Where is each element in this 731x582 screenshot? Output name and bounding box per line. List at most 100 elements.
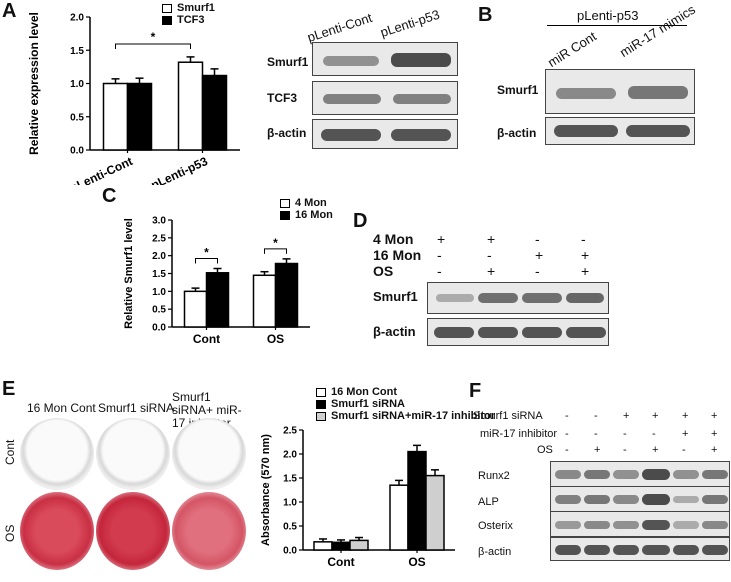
- f-sign: -: [594, 428, 598, 440]
- f-row-label-inhibitor: miR-17 inhibitor: [480, 428, 558, 440]
- f-sign: -: [565, 444, 569, 456]
- legend-e-sirna-swatch: [316, 400, 326, 409]
- x-tick-label: pLenti-Cont: [68, 154, 135, 185]
- e-row-label-os: OS: [3, 524, 17, 542]
- significance-star: *: [273, 236, 278, 250]
- blot-f-runx2: [550, 461, 730, 487]
- blot-b-group-line: [547, 25, 687, 26]
- bar: [177, 61, 204, 151]
- panel-label-b: B: [478, 4, 493, 26]
- bar: [183, 290, 208, 328]
- blot-b-group: pLenti-p53: [577, 8, 639, 23]
- f-sign: +: [711, 428, 718, 440]
- legend-c-4mon-swatch: [280, 199, 290, 208]
- significance-star: *: [204, 246, 209, 260]
- f-sign: +: [652, 444, 659, 456]
- f-sign: +: [682, 428, 689, 440]
- blot-d-row-actin: β-actin: [373, 324, 416, 339]
- dish-os-combo: [172, 492, 246, 570]
- e-row-label-cont: Cont: [3, 439, 17, 465]
- legend-a-tcf3-swatch: [162, 16, 172, 25]
- f-sign: +: [711, 444, 718, 456]
- blot-f-row-alp: ALP: [478, 496, 499, 508]
- f-sign: +: [594, 444, 601, 456]
- legend-e-sirna: Smurf1 siRNA: [331, 398, 405, 410]
- y-tick-label: 0.0: [70, 146, 84, 157]
- y-tick-label: 0.5: [283, 522, 297, 533]
- y-tick-label: 0.0: [152, 323, 166, 334]
- y-tick-label: 0.5: [152, 305, 166, 316]
- blot-a-row-actin: β-actin: [267, 126, 307, 140]
- legend-e-cont: 16 Mon Cont: [331, 386, 397, 398]
- blot-d-row-smurf1: Smurf1: [373, 289, 418, 304]
- bar: [126, 82, 153, 151]
- f-sign: -: [594, 410, 598, 422]
- significance-bracket: [264, 248, 287, 254]
- panel-label-d: D: [353, 210, 368, 232]
- d-sign: +: [437, 231, 446, 247]
- bar: [331, 541, 351, 551]
- legend-a-smurf1-swatch: [162, 4, 172, 13]
- y-tick-label: 1.5: [152, 269, 166, 280]
- x-tick-label: OS: [267, 332, 284, 346]
- f-sign: -: [682, 444, 686, 456]
- d-sign: -: [437, 263, 442, 279]
- f-sign: -: [652, 428, 656, 440]
- y-axis-label: Absorbance (570 nm): [260, 434, 272, 546]
- d-sign: -: [535, 231, 540, 247]
- d-sign: +: [535, 247, 544, 263]
- bar: [102, 82, 129, 151]
- legend-c-16mon: 16 Mon: [295, 209, 333, 221]
- blot-f-alp: [550, 486, 730, 512]
- dish-cont-sirna: [96, 418, 170, 490]
- bar: [201, 74, 228, 151]
- d-row-label-16mon: 16 Mon: [373, 247, 422, 263]
- d-row-label-4mon: 4 Mon: [373, 231, 414, 247]
- legend-a-smurf1: Smurf1: [177, 2, 215, 14]
- bar: [274, 262, 299, 328]
- panel-label-f: F: [469, 380, 482, 402]
- chart-c: 0.0 0.5 1.0 1.5 2.0 2.5 3.0 Relative Smurf1 lev…: [123, 216, 310, 346]
- panel-label-c: C: [102, 185, 117, 207]
- bar: [252, 274, 277, 328]
- dish-os-16mon: [20, 492, 94, 570]
- blot-d-actin: [427, 318, 609, 346]
- dish-os-sirna: [96, 492, 170, 570]
- d-sign: +: [487, 263, 496, 279]
- y-tick-label: 1.5: [70, 46, 84, 57]
- blot-a-header-cont: pLenti-Cont: [305, 9, 374, 45]
- f-sign: -: [565, 410, 569, 422]
- blot-f-actin: [550, 537, 730, 561]
- f-sign: -: [623, 428, 627, 440]
- legend-e-cont-swatch: [316, 388, 326, 397]
- d-sign: -: [535, 263, 540, 279]
- d-sign: +: [487, 231, 496, 247]
- legend-e-combo: Smurf1 siRNA+miR-17 inhibitor: [331, 410, 496, 422]
- e-col-label-cont: 16 Mon Cont: [27, 401, 96, 415]
- e-col-label-sirna: Smurf1 siRNA: [98, 401, 175, 415]
- y-tick-label: 0.5: [70, 112, 84, 123]
- blot-b-header-cont: miR Cont: [545, 28, 599, 70]
- bar: [313, 541, 333, 551]
- x-tick-label: Cont: [327, 555, 354, 569]
- blot-a-actin: [312, 119, 458, 149]
- dish-cont-16mon: [20, 418, 94, 490]
- bar: [425, 474, 445, 551]
- legend-e-combo-swatch: [316, 412, 326, 421]
- significance-bracket: [195, 258, 218, 264]
- legend-c-16mon-swatch: [280, 211, 290, 220]
- blot-a-smurf1: [312, 42, 458, 76]
- blot-b-row-actin: β-actin: [497, 126, 537, 140]
- d-sign: -: [487, 247, 492, 263]
- y-tick-label: 3.0: [152, 216, 166, 227]
- bar: [407, 450, 427, 551]
- legend-a-tcf3: TCF3: [177, 14, 205, 26]
- f-row-label-os: OS: [537, 444, 553, 456]
- blot-b-row-smurf1: Smurf1: [497, 83, 539, 97]
- significance-bracket: [115, 43, 191, 49]
- y-tick-label: 2.5: [152, 233, 166, 244]
- f-sign: +: [652, 410, 659, 422]
- chart-e: 0.0 0.5 1.0 1.5 2.0 2.5 Absorbance (570 nm) Con…: [260, 426, 455, 569]
- y-tick-label: 1.0: [70, 79, 84, 90]
- f-row-label-sirna: Smurf1 siRNA: [473, 410, 543, 422]
